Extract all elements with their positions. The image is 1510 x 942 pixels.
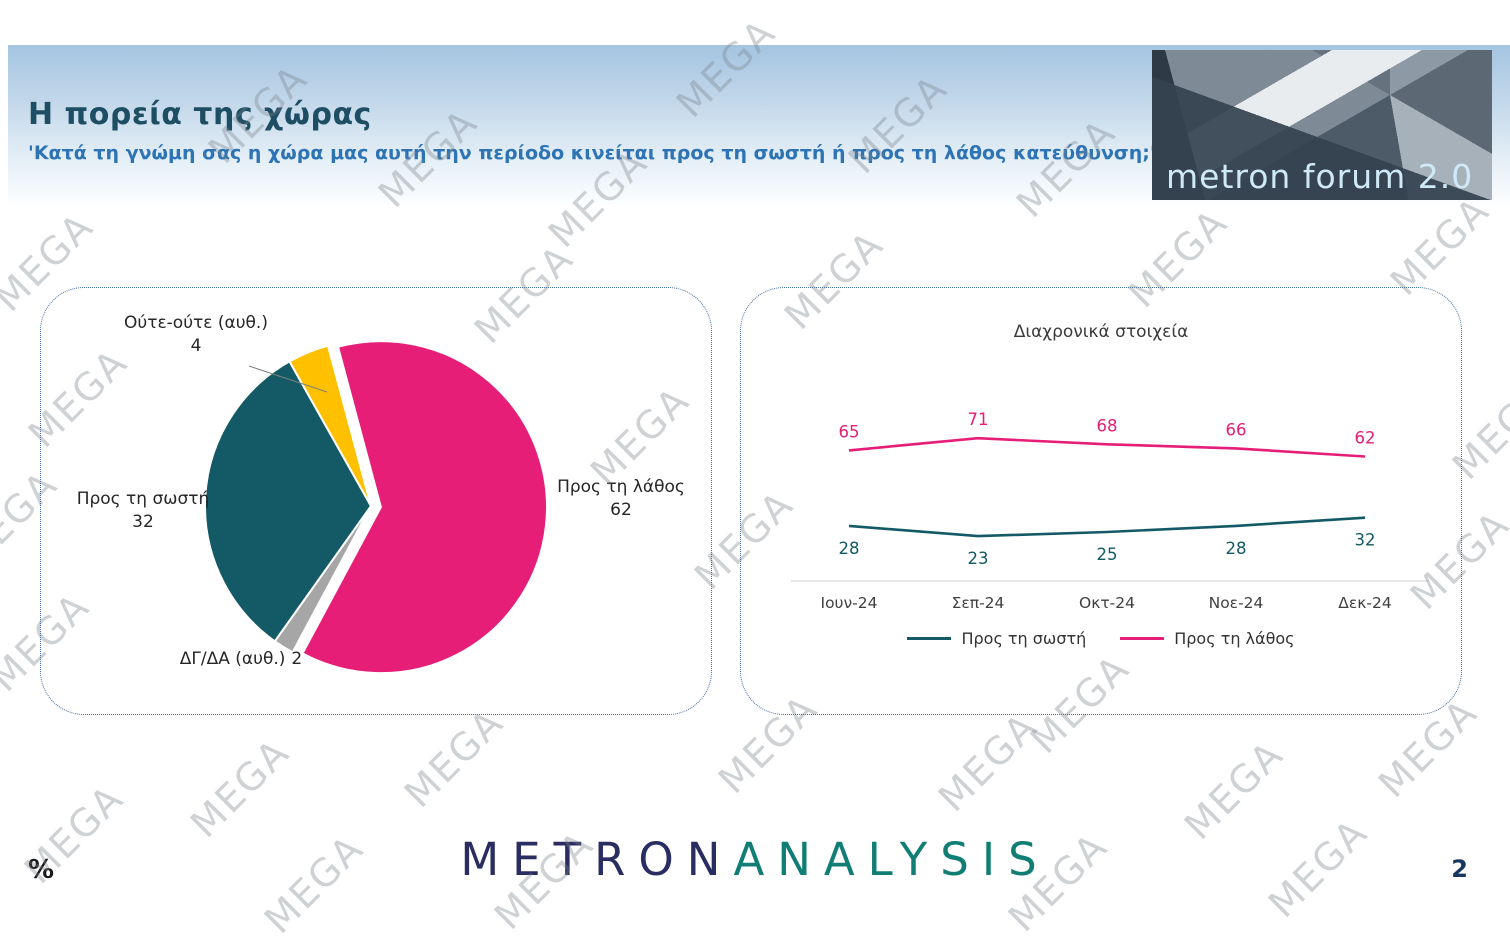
brand-analysis: ANALYSIS bbox=[733, 833, 1050, 886]
pie-label-wrong-value: 62 bbox=[610, 499, 632, 520]
page-number: 2 bbox=[1451, 855, 1468, 883]
pie-label-neither: Ούτε-ούτε (αυθ.) 4 bbox=[96, 312, 296, 358]
metron-forum-photo: metron forum 2.0 bbox=[1152, 50, 1492, 200]
line-chart-title: Διαχρονικά στοιχεία bbox=[1013, 322, 1189, 342]
pie-chart-panel: Ούτε-ούτε (αυθ.) 4 Προς τη σωστή 32 Προς… bbox=[40, 287, 712, 715]
watermark-text: MEGA bbox=[1259, 809, 1377, 927]
legend-item-wrong-direction: Προς τη λάθος bbox=[1120, 629, 1295, 648]
svg-text:32: 32 bbox=[1355, 531, 1376, 550]
line-chart-legend: Προς τη σωστή Προς τη λάθος bbox=[741, 629, 1461, 648]
line-chart: Ιουν-24 Σεπ-24 Οκτ-24 Νοε-24 Δεκ-24 28 23 25 28 3… bbox=[791, 410, 1429, 612]
watermark-text: MEGA bbox=[255, 825, 373, 942]
page-subtitle: 'Κατά τη γνώμη σας η χώρα μας αυτή την π… bbox=[28, 142, 1156, 164]
watermark-text: MEGA bbox=[181, 729, 299, 847]
legend-label-wrong-direction: Προς τη λάθος bbox=[1174, 629, 1295, 648]
svg-text:Οκτ-24: Οκτ-24 bbox=[1079, 594, 1135, 612]
pie-label-right-value: 32 bbox=[132, 511, 154, 532]
svg-text:Νοε-24: Νοε-24 bbox=[1209, 594, 1264, 612]
svg-text:71: 71 bbox=[968, 410, 989, 429]
svg-text:28: 28 bbox=[1226, 539, 1247, 558]
pie-label-dkda-value: 2 bbox=[291, 649, 303, 669]
percent-unit-note: % bbox=[28, 855, 55, 885]
svg-text:28: 28 bbox=[839, 539, 860, 558]
watermark-text: MEGA bbox=[395, 699, 513, 817]
legend-line-swatch-pink bbox=[1120, 637, 1165, 640]
svg-text:25: 25 bbox=[1097, 545, 1118, 564]
pie-chart bbox=[204, 340, 548, 675]
pie-label-right-text: Προς τη σωστή bbox=[76, 489, 210, 509]
svg-text:Σεπ-24: Σεπ-24 bbox=[952, 594, 1005, 612]
pie-label-right-direction: Προς τη σωστή 32 bbox=[63, 488, 223, 534]
svg-text:66: 66 bbox=[1226, 420, 1247, 439]
pie-label-neither-text: Ούτε-ούτε (αυθ.) bbox=[124, 313, 268, 333]
header-text-block: Η πορεία της χώρας 'Κατά τη γνώμη σας η … bbox=[28, 97, 1156, 164]
pie-label-neither-value: 4 bbox=[190, 335, 202, 356]
pie-label-wrong-direction: Προς τη λάθος 62 bbox=[541, 476, 701, 522]
pie-label-dkda-text: ΔΓ/ΔΑ (αυθ.) bbox=[179, 649, 286, 669]
line-chart-panel: Διαχρονικά στοιχεία Ιουν-24 Σεπ-24 Οκτ-24 Ν… bbox=[740, 287, 1462, 715]
legend-item-right-direction: Προς τη σωστή bbox=[907, 629, 1086, 648]
metron-forum-logo-text: metron forum 2.0 bbox=[1166, 157, 1474, 196]
metron-analysis-logo: METRONANALYSIS bbox=[460, 833, 1049, 886]
svg-text:Δεκ-24: Δεκ-24 bbox=[1338, 594, 1391, 612]
brand-metron: METRON bbox=[460, 833, 734, 886]
header-banner: Η πορεία της χώρας 'Κατά τη γνώμη σας η … bbox=[8, 45, 1510, 205]
pie-label-dkda: ΔΓ/ΔΑ (αυθ.) 2 bbox=[141, 648, 341, 671]
svg-text:Ιουν-24: Ιουν-24 bbox=[821, 594, 878, 612]
legend-line-swatch-teal bbox=[907, 637, 952, 640]
legend-label-right-direction: Προς τη σωστή bbox=[961, 629, 1087, 648]
pie-label-wrong-text: Προς τη λάθος bbox=[557, 477, 685, 497]
watermark-text: MEGA bbox=[929, 703, 1047, 821]
svg-text:23: 23 bbox=[968, 549, 989, 568]
page-title: Η πορεία της χώρας bbox=[28, 97, 372, 132]
svg-text:68: 68 bbox=[1097, 416, 1118, 435]
watermark-text: MEGA bbox=[1175, 731, 1293, 849]
svg-text:62: 62 bbox=[1355, 429, 1376, 448]
svg-text:65: 65 bbox=[839, 422, 860, 441]
